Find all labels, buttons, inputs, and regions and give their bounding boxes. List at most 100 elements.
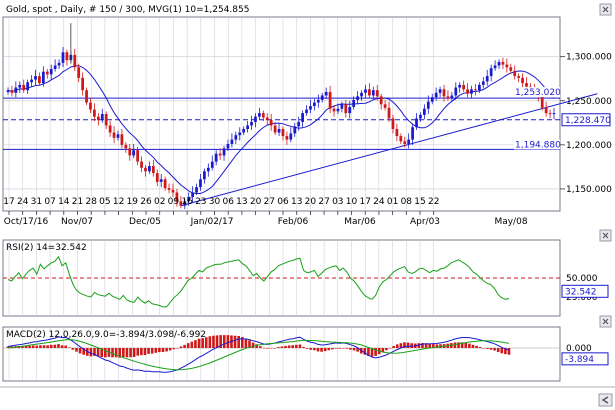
trend-support-line <box>180 93 598 207</box>
candle-body <box>297 121 301 127</box>
candle-body <box>458 84 462 88</box>
date-tick-label: 23 <box>195 197 206 207</box>
macd-histogram-bar <box>60 345 64 348</box>
candle-body <box>140 161 143 168</box>
macd-histogram-bar <box>395 344 399 348</box>
macd-histogram-bar <box>392 346 395 348</box>
candle-body <box>222 148 226 156</box>
candle-body <box>477 84 481 91</box>
date-tick-label: 01 <box>387 197 398 207</box>
candle-body <box>26 82 30 91</box>
candle-body <box>163 179 167 189</box>
rsi-current-box <box>561 284 609 298</box>
candle-body <box>324 91 328 96</box>
candle-body <box>41 71 45 84</box>
macd-histogram-bar <box>432 344 435 348</box>
candle-body <box>151 166 155 174</box>
candle-body <box>454 87 458 96</box>
macd-histogram-bar <box>143 348 147 356</box>
close-x-icon[interactable] <box>599 3 612 16</box>
rsi-current-label: 32.542 <box>565 287 597 297</box>
macd-histogram-bar <box>356 348 359 352</box>
date-tick-label: 10 <box>346 197 358 207</box>
close-x-icon[interactable] <box>599 315 612 328</box>
macd-histogram-bar <box>403 342 406 348</box>
macd-histogram-bar <box>305 348 309 349</box>
macd-histogram-bar <box>453 342 457 348</box>
macd-histogram-bar <box>323 348 327 352</box>
macd-histogram-bar <box>150 348 154 354</box>
candle-body <box>309 106 312 110</box>
macd-histogram-bar <box>67 347 71 348</box>
month-label: Nov/07 <box>61 217 93 227</box>
candle-body <box>171 189 175 193</box>
macd-histogram-bar <box>259 346 262 348</box>
macd-histogram-bar <box>349 348 352 350</box>
macd-histogram-bar <box>302 346 305 348</box>
macd-histogram-bar <box>122 348 125 357</box>
macd-histogram-bar <box>255 344 258 348</box>
candle-body <box>552 113 556 115</box>
candle-body <box>364 89 367 93</box>
date-tick-label: 12 <box>113 197 124 207</box>
candle-body <box>352 99 356 107</box>
macd-histogram-bar <box>28 345 31 348</box>
rsi-tick-label: 25.000 <box>566 293 598 303</box>
candle-body <box>96 116 100 121</box>
macd-histogram-bar <box>132 348 136 357</box>
candle-body <box>18 84 22 88</box>
candle-body <box>214 153 218 162</box>
candle-body <box>136 150 140 162</box>
macd-histogram-bar <box>504 348 507 355</box>
candle-body <box>148 166 151 172</box>
macd-histogram-bar <box>244 338 248 348</box>
candle-body <box>128 148 132 156</box>
candle-body <box>100 114 104 121</box>
chevron-left-icon[interactable] <box>598 393 613 407</box>
macd-panel: 0.000-3.894 MACD(2) 12.0,26.0,9.0=-3.894… <box>2 326 609 382</box>
month-label: May/08 <box>494 217 527 227</box>
macd-histogram-bar <box>428 343 432 348</box>
macd-histogram-bar <box>464 342 468 348</box>
macd-histogram-bar <box>75 348 78 352</box>
macd-histogram-bar <box>100 348 104 357</box>
candle-body <box>265 117 269 121</box>
macd-histogram-bar <box>313 348 316 351</box>
date-tick-label: 08 <box>401 197 413 207</box>
candle-body <box>368 89 371 96</box>
macd-histogram-bar <box>158 348 161 353</box>
candle-body <box>434 92 438 98</box>
date-tick-label: 21 <box>72 197 83 207</box>
candle-body <box>375 90 379 97</box>
candle-body <box>230 139 234 144</box>
candle-body <box>246 125 249 129</box>
close-x-icon[interactable] <box>599 229 612 242</box>
date-tick-label: 17 <box>3 197 14 207</box>
date-tick-label: 15 <box>414 197 425 207</box>
macd-current-box <box>561 352 609 366</box>
macd-histogram-bar <box>172 348 176 350</box>
price-tick-label: 1,200.000 <box>566 141 612 151</box>
date-tick-label: 26 <box>140 197 152 207</box>
candle-body <box>493 65 497 69</box>
macd-histogram-bar <box>222 335 226 348</box>
candle-body <box>422 108 426 115</box>
price-panel: 1,150.000 1,200.000 1,250.000 1,300.000 1,25… <box>2 5 612 227</box>
date-tick-label: 02 <box>154 197 165 207</box>
rsi-lines <box>3 255 560 308</box>
macd-histogram-bar <box>240 337 244 348</box>
macd-histogram-bar <box>417 343 421 348</box>
macd-histogram-bar <box>327 348 331 351</box>
price-level-lines <box>3 65 598 207</box>
price-gridlines <box>3 17 560 211</box>
date-tick-label: 28 <box>85 197 97 207</box>
price-tick-label: 1,150.000 <box>566 185 612 195</box>
candle-body <box>383 104 387 108</box>
candle-body <box>124 144 128 149</box>
candle-body <box>132 150 136 156</box>
macd-histogram-bar <box>295 344 298 348</box>
macd-histogram-bar <box>500 348 504 354</box>
candle-body <box>49 69 53 75</box>
candle-body <box>179 201 183 206</box>
